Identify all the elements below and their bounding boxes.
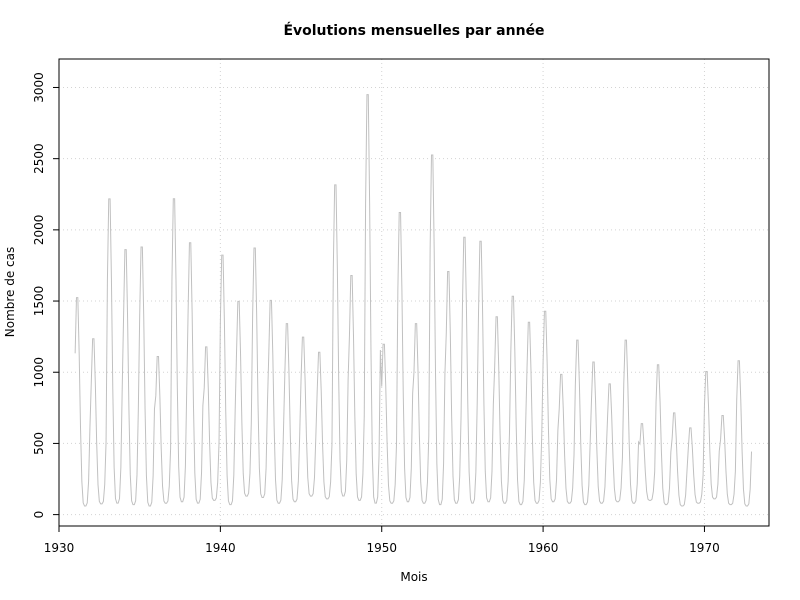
x-axis-label: Mois — [400, 570, 427, 584]
x-tick-label: 1930 — [44, 541, 75, 555]
x-tick-label: 1940 — [205, 541, 236, 555]
y-tick-label: 3000 — [32, 72, 46, 103]
y-tick-label: 0 — [32, 511, 46, 519]
x-tick-label: 1970 — [689, 541, 720, 555]
y-tick-label: 500 — [32, 432, 46, 455]
y-tick-label: 2000 — [32, 215, 46, 246]
chart-title: Évolutions mensuelles par année — [283, 22, 544, 39]
x-tick-label: 1960 — [528, 541, 559, 555]
y-tick-label: 2500 — [32, 143, 46, 174]
y-axis: 0 500 1000 1500 2000 2500 3000 — [32, 72, 59, 518]
y-tick-label: 1000 — [32, 357, 46, 388]
x-tick-label: 1950 — [366, 541, 397, 555]
series-line — [74, 94, 753, 507]
plot-area — [58, 58, 770, 527]
y-tick-label: 1500 — [32, 286, 46, 317]
y-axis-label: Nombre de cas — [3, 247, 17, 338]
x-axis: 1930 1940 1950 1960 1970 — [44, 526, 720, 555]
grid — [58, 59, 769, 526]
series-layer — [74, 94, 753, 507]
